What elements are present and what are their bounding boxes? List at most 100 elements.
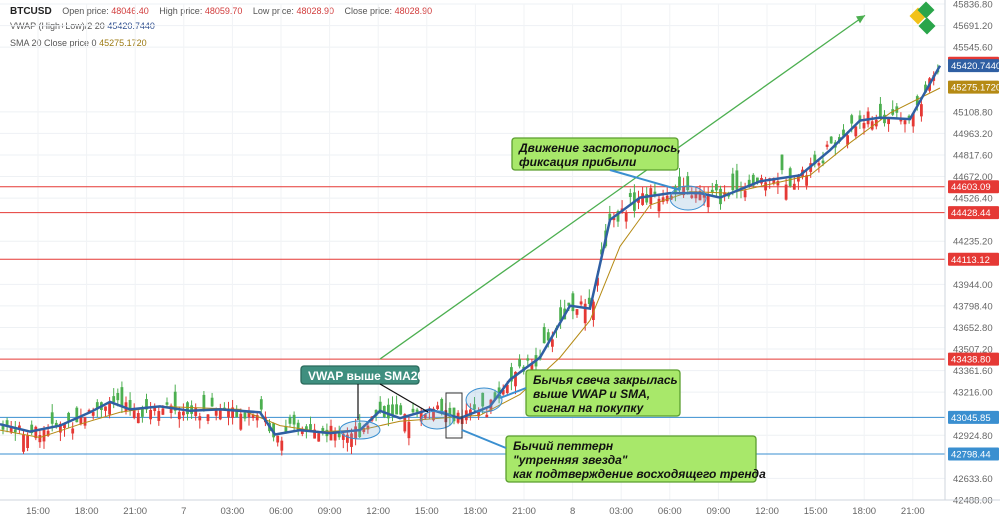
- y-tick-label: 44235.20: [953, 237, 993, 248]
- candle-body: [54, 422, 58, 426]
- candle-body: [694, 191, 698, 199]
- candle-body: [854, 126, 858, 137]
- sma-line: [0, 87, 941, 439]
- annotation-vwap-above-sma-text: VWAP выше SMA20: [308, 369, 424, 383]
- annotation-vwap-above-sma-bg: [300, 365, 420, 385]
- candle-body: [551, 339, 554, 347]
- candle-body: [235, 410, 239, 418]
- sma-legend-label: SMA 20 Close price 0: [10, 38, 97, 48]
- candle-body: [362, 427, 366, 432]
- price-badge-label: 44428.44: [951, 208, 991, 219]
- x-tick-label: 12:00: [366, 506, 390, 517]
- x-tick-label: 09:00: [707, 506, 731, 517]
- candle-body: [292, 414, 296, 425]
- candle-body: [136, 413, 140, 424]
- candle-body: [38, 435, 42, 443]
- price-badge-label: 43438.80: [951, 355, 991, 366]
- candle-body: [862, 122, 866, 129]
- candle-body: [149, 409, 152, 420]
- candle-body: [829, 136, 833, 144]
- x-tick-label: 7: [181, 506, 186, 517]
- candle-body: [305, 426, 308, 430]
- candle-body: [63, 423, 66, 429]
- candle-body: [723, 192, 726, 195]
- x-tick-label: 15:00: [26, 506, 50, 517]
- low-label: Low price:: [252, 6, 294, 16]
- x-tick-label: 09:00: [318, 506, 342, 517]
- candle-body: [403, 414, 407, 432]
- price-badge: [948, 410, 999, 424]
- candle-body: [751, 174, 755, 186]
- candle-body: [296, 422, 300, 430]
- candle-body: [1, 424, 5, 430]
- highlight-ellipse: [465, 387, 503, 413]
- candle-body: [153, 407, 157, 412]
- x-tick-label: 03:00: [609, 506, 633, 517]
- candle-body: [95, 402, 99, 409]
- candle-body: [247, 411, 251, 418]
- candle-body: [567, 302, 571, 306]
- annotation-morning-star-bg: [505, 435, 757, 483]
- candle-body: [387, 404, 390, 419]
- candle-body: [514, 371, 517, 387]
- candle-body: [452, 407, 456, 422]
- candle-body: [911, 113, 915, 127]
- candle-body: [173, 391, 177, 411]
- annotation-stall: Движение застопорилось,фиксация прибыли: [511, 137, 681, 171]
- high-label: High price:: [159, 6, 203, 16]
- candle-body: [702, 193, 706, 198]
- logo-diamond: [917, 1, 935, 19]
- candle-body: [34, 426, 38, 439]
- candle-body: [116, 392, 120, 401]
- candle-body: [637, 198, 640, 203]
- morning-star-box: [445, 392, 463, 439]
- candle-body: [743, 190, 747, 198]
- candle-body: [501, 389, 505, 395]
- x-tick-label: 8: [570, 506, 575, 517]
- candle-body: [391, 404, 394, 415]
- candle-body: [571, 293, 575, 312]
- candle-body: [108, 401, 111, 415]
- annotation-vwap-above-sma: VWAP выше SMA20: [300, 365, 424, 385]
- candle-body: [579, 301, 583, 305]
- price-badge: [948, 447, 999, 461]
- candle-body: [756, 177, 759, 183]
- candle-body: [112, 396, 116, 403]
- candle-body: [91, 412, 95, 416]
- candle-body: [542, 327, 546, 344]
- candle-body: [661, 197, 665, 202]
- price-badge: [948, 80, 999, 94]
- x-tick-label: 15:00: [804, 506, 828, 517]
- candle-body: [46, 430, 50, 436]
- candle-body: [817, 163, 821, 166]
- candle-body: [378, 401, 382, 413]
- price-badge: [948, 352, 999, 366]
- y-tick-label: 43216.00: [953, 388, 993, 399]
- candle-body: [436, 405, 439, 409]
- price-badge-label: 44113.12: [951, 255, 990, 266]
- annotation-bullish-close-text: сигнал на покупку: [533, 401, 645, 415]
- candle-body: [50, 412, 54, 424]
- symbol-label[interactable]: BTCUSD: [10, 6, 52, 17]
- sma-legend[interactable]: SMA 20 Close price 0 45275.1720: [10, 38, 147, 48]
- candle-body: [165, 402, 169, 405]
- candle-body: [206, 414, 210, 421]
- candle-body: [399, 405, 403, 415]
- candle-body: [846, 135, 849, 145]
- candle-body: [214, 409, 218, 416]
- close-label: Close price:: [344, 6, 393, 16]
- open-label: Open price:: [62, 6, 109, 16]
- y-tick-label: 44672.00: [953, 172, 993, 183]
- y-tick-label: 44817.60: [953, 150, 993, 161]
- x-tick-label: 12:00: [755, 506, 779, 517]
- candle-body: [485, 414, 489, 418]
- annotation-stall-text: Движение застопорилось,: [518, 141, 681, 155]
- candle-body: [280, 440, 284, 451]
- price-badge: [948, 252, 999, 266]
- x-tick-label: 21:00: [512, 506, 536, 517]
- candle-body: [366, 425, 370, 430]
- candle-body: [645, 194, 649, 203]
- candle-body: [870, 121, 874, 130]
- candle-body: [288, 417, 292, 424]
